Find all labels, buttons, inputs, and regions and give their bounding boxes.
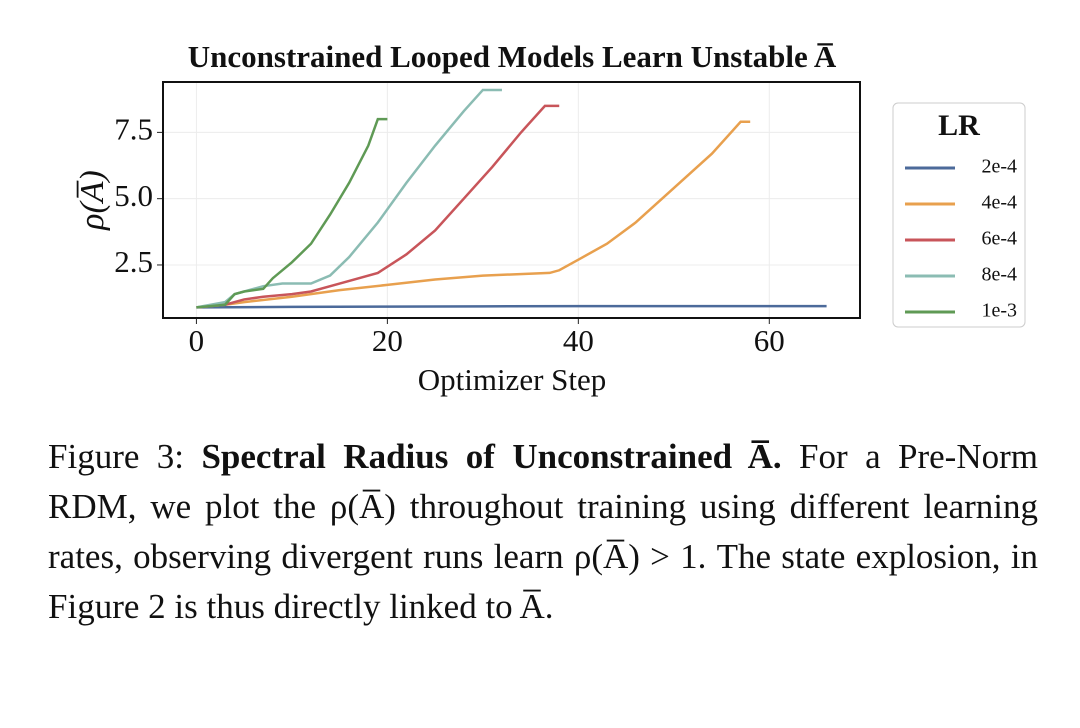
plot-frame bbox=[162, 81, 861, 319]
x-tick-label: 0 bbox=[189, 323, 205, 358]
legend-label: 1e-3 bbox=[981, 300, 1017, 322]
legend-label: 8e-4 bbox=[981, 264, 1017, 286]
legend-label: 4e-4 bbox=[981, 192, 1017, 214]
caption-label: Figure 3: bbox=[48, 437, 185, 476]
caption: Figure 3: Spectral Radius of Unconstrain… bbox=[48, 432, 1038, 632]
x-axis-label: Optimizer Step bbox=[418, 362, 607, 397]
line bbox=[196, 304, 827, 309]
caption-text: For a Pre-Norm RDM, we plot the ρ(A̅) th… bbox=[48, 437, 1038, 626]
chart-title: Unconstrained Looped Models Learn Unstab… bbox=[188, 39, 837, 74]
caption-bold: Spectral Radius of Unconstrained A̅. bbox=[201, 437, 782, 476]
legend-label: 2e-4 bbox=[981, 156, 1017, 178]
chart: Unconstrained Looped Models Learn Unstab… bbox=[74, 39, 1026, 397]
y-tick-label: 7.5 bbox=[114, 111, 153, 146]
y-tick-label: 2.5 bbox=[114, 244, 153, 279]
line bbox=[196, 120, 751, 309]
legend-box bbox=[892, 102, 1026, 328]
line bbox=[196, 104, 560, 309]
y-tick-label: 5.0 bbox=[114, 178, 153, 213]
x-tick-label: 20 bbox=[372, 323, 403, 358]
legend-label: 6e-4 bbox=[981, 228, 1017, 250]
x-tick-label: 60 bbox=[754, 323, 785, 358]
line bbox=[196, 117, 388, 309]
y-axis-label: ρ(A̅) bbox=[74, 170, 111, 231]
legend-title: LR bbox=[938, 109, 980, 142]
x-tick-label: 40 bbox=[563, 323, 594, 358]
